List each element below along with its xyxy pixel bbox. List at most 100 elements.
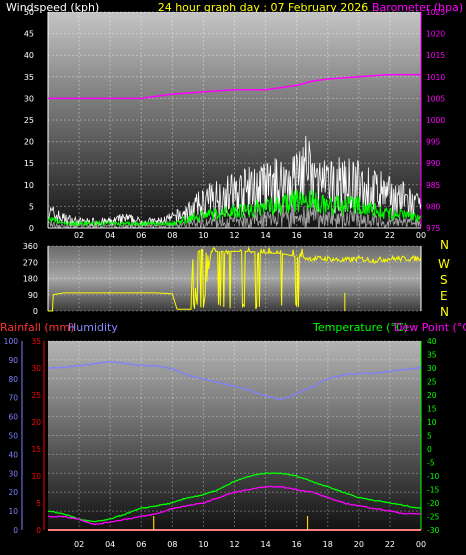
hour-tick-label: 08 xyxy=(167,540,177,549)
hour-tick-label: 18 xyxy=(323,231,333,240)
temperature-tick-label: 40 xyxy=(427,337,437,346)
direction-tick-label: 180 xyxy=(23,275,38,284)
direction-line xyxy=(48,246,422,312)
direction-grid xyxy=(48,245,422,312)
direction-degrees-axis: 0 90 180 270 360 xyxy=(23,242,422,316)
humidity-axis: 0 10 20 30 40 50 60 70 80 90 100 xyxy=(4,337,23,535)
windspeed-tick-label: 50 xyxy=(24,8,34,17)
temp-plot-area xyxy=(48,341,421,530)
temperature-tick-label: 15 xyxy=(427,405,437,414)
barometer-axis-title: Barometer (hpa) xyxy=(372,1,463,14)
hour-tick-label: 18 xyxy=(323,540,333,549)
hour-tick-label: 02 xyxy=(74,540,84,549)
barometer-tick-label: 1010 xyxy=(426,73,445,82)
hour-tick-label: 00 xyxy=(416,540,426,549)
rainfall-tick-label: 20 xyxy=(31,418,41,427)
wind-low-line xyxy=(47,205,422,230)
direction-tick-label: 360 xyxy=(23,242,38,251)
windspeed-tick-label: 10 xyxy=(24,181,34,190)
humidity-tick-label: 30 xyxy=(8,469,18,478)
dewpoint-line xyxy=(47,485,422,526)
humidity-tick-label: 50 xyxy=(8,432,18,441)
compass-label: E xyxy=(440,289,448,303)
compass-label: N xyxy=(440,238,449,252)
hour-tick-label: 12 xyxy=(229,540,239,549)
hour-tick-label: 08 xyxy=(167,231,177,240)
humidity-line xyxy=(47,360,422,401)
hour-tick-label: 02 xyxy=(74,231,84,240)
hour-tick-label: 10 xyxy=(198,540,208,549)
hour-tick-label: 16 xyxy=(292,231,302,240)
temperature-tick-label: 35 xyxy=(427,351,437,360)
windspeed-tick-label: 25 xyxy=(24,116,34,125)
rainfall-tick-label: 15 xyxy=(31,445,41,454)
hour-tick-label: 20 xyxy=(354,231,364,240)
barometer-line xyxy=(48,73,421,100)
compass-label: S xyxy=(440,273,448,287)
temperature-tick-label: -15 xyxy=(427,486,439,495)
barometer-tick-label: 1000 xyxy=(426,116,445,125)
wind-direction-chart: 0 90 180 270 360 N W S E N xyxy=(23,238,450,319)
humidity-axis-title: Humidity xyxy=(68,321,118,334)
hour-tick-label: 06 xyxy=(136,231,146,240)
hour-tick-label: 06 xyxy=(136,540,146,549)
humidity-tick-label: 20 xyxy=(8,488,18,497)
temperature-tick-label: -25 xyxy=(427,513,439,522)
barometer-axis: 975 980 985 990 995 1000 1005 1010 1015 1020 1025 xyxy=(420,8,445,233)
temperature-line xyxy=(47,472,422,523)
barometer-tick-label: 975 xyxy=(426,224,441,233)
humidity-tick-label: 100 xyxy=(4,337,19,346)
direction-series xyxy=(48,246,422,312)
windspeed-tick-label: 5 xyxy=(29,202,34,211)
rainfall-tick-label: 30 xyxy=(31,364,41,373)
barometer-tick-label: 1020 xyxy=(426,30,445,39)
hour-tick-label: 10 xyxy=(198,231,208,240)
hour-tick-label: 16 xyxy=(292,540,302,549)
temperature-tick-label: -30 xyxy=(427,526,439,535)
direction-tick-label: 270 xyxy=(23,258,38,267)
barometer-tick-label: 990 xyxy=(426,159,441,168)
hour-tick-label: 12 xyxy=(229,231,239,240)
hour-tick-label: 04 xyxy=(105,540,115,549)
temperature-tick-label: 20 xyxy=(427,391,437,400)
temperature-tick-label: 25 xyxy=(427,378,437,387)
temperature-axis: -30 -25 -20 -15 -10 -5 0 5 10 15 20 25 30 35 40 xyxy=(420,337,439,535)
windspeed-tick-label: 0 xyxy=(29,224,34,233)
windspeed-axis: 0 5 10 15 20 25 30 35 40 45 50 xyxy=(24,8,49,233)
windspeed-axis-title: Windspeed (kph) xyxy=(6,1,99,14)
barometer-tick-label: 1025 xyxy=(426,8,445,17)
humidity-tick-label: 90 xyxy=(8,356,18,365)
wind-series xyxy=(47,73,422,230)
hour-tick-label: 00 xyxy=(416,231,426,240)
barometer-tick-label: 980 xyxy=(426,202,441,211)
temperature-tick-label: -10 xyxy=(427,472,439,481)
compass-label: N xyxy=(440,305,449,319)
humidity-tick-label: 60 xyxy=(8,413,18,422)
barometer-tick-label: 985 xyxy=(426,181,441,190)
direction-tick-label: 0 xyxy=(33,307,38,316)
temperature-tick-label: -5 xyxy=(427,459,435,468)
rainfall-tick-label: 0 xyxy=(36,526,41,535)
windspeed-tick-label: 40 xyxy=(24,51,34,60)
hour-tick-label: 14 xyxy=(260,231,270,240)
windspeed-tick-label: 45 xyxy=(24,30,34,39)
rainfall-axis: 0 5 10 15 20 25 30 35 xyxy=(31,337,45,535)
temperature-axis-title: Temperature (°C) xyxy=(312,321,408,334)
rainfall-tick-label: 35 xyxy=(31,337,41,346)
wind-average-line xyxy=(47,189,422,228)
humidity-tick-label: 10 xyxy=(8,507,18,516)
direction-tick-label: 90 xyxy=(28,291,38,300)
dewpoint-axis-title: Dew Point (°C) xyxy=(394,321,466,334)
barometer-tick-label: 995 xyxy=(426,138,441,147)
graph-title: 24 hour graph day : 07 February 2026 xyxy=(158,1,369,14)
temperature-tick-label: 10 xyxy=(427,418,437,427)
humidity-tick-label: 0 xyxy=(13,526,18,535)
barometer-tick-label: 1015 xyxy=(426,51,445,60)
hour-tick-label: 20 xyxy=(354,540,364,549)
temperature-tick-label: 30 xyxy=(427,364,437,373)
temperature-tick-label: -20 xyxy=(427,499,439,508)
humidity-tick-label: 70 xyxy=(8,394,18,403)
